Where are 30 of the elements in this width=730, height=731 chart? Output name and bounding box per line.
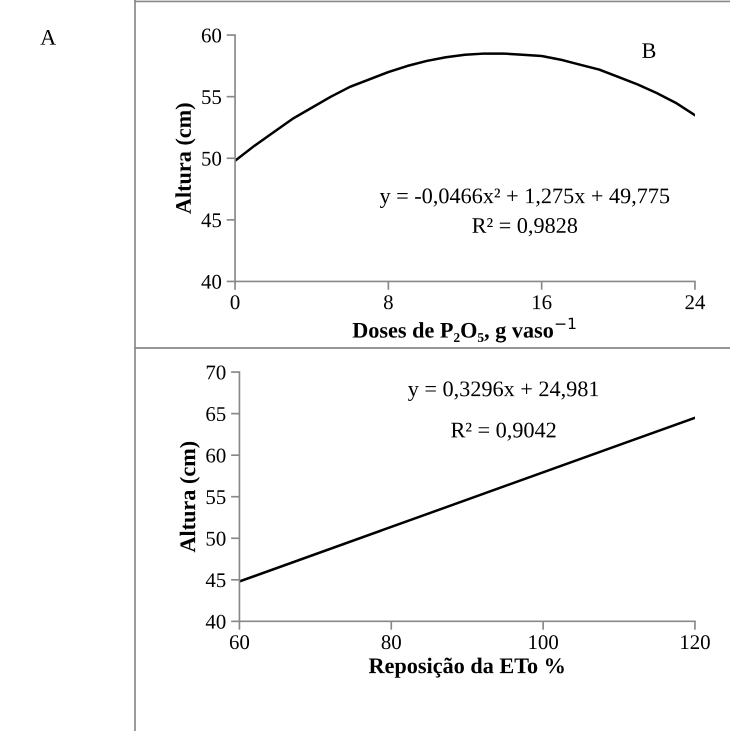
y-tick-label: 50 — [206, 532, 226, 546]
x-tick-label: 8 — [384, 295, 393, 310]
y-tick-label: 50 — [202, 152, 222, 166]
y-tick-label: 55 — [202, 90, 222, 104]
annotation: B — [642, 43, 656, 58]
y-tick-label: 45 — [206, 573, 226, 588]
x-tick-label: 100 — [529, 635, 558, 650]
y-tick-label: 55 — [206, 490, 226, 504]
text: A — [40, 30, 56, 45]
annotation: R² = 0,9042 — [451, 422, 556, 441]
x-tick-label: 60 — [230, 635, 250, 650]
annotation: y = 0,3296x + 24,981 — [408, 381, 598, 401]
y-tick-label: 45 — [201, 213, 222, 228]
x-axis-title: Reposição da ETo % — [368, 658, 564, 678]
x-tick-label: 120 — [681, 635, 710, 650]
y-tick-label: 70 — [206, 365, 226, 380]
y-tick-label: 60 — [206, 448, 226, 463]
y-tick-label: 40 — [201, 274, 222, 289]
x-tick-label: 24 — [685, 295, 706, 310]
y-tick-label: 65 — [206, 407, 226, 422]
annotation: y = -0,0466x² + 1,275x + 49,775 — [380, 188, 670, 208]
y-tick-label: 60 — [202, 28, 222, 43]
y-tick-label: 40 — [206, 614, 226, 629]
x-tick-label: 16 — [533, 295, 552, 310]
y-axis-title: Altura (cm) — [175, 103, 196, 214]
x-tick-label: 80 — [382, 635, 401, 650]
x-axis-title: Doses de P₂O₅, g vaso$^{−1}$ — [352, 318, 576, 342]
annotation: R² = 0,9828 — [472, 218, 578, 236]
x-tick-label: 0 — [230, 295, 240, 310]
y-axis-title: Altura (cm) — [180, 442, 200, 552]
